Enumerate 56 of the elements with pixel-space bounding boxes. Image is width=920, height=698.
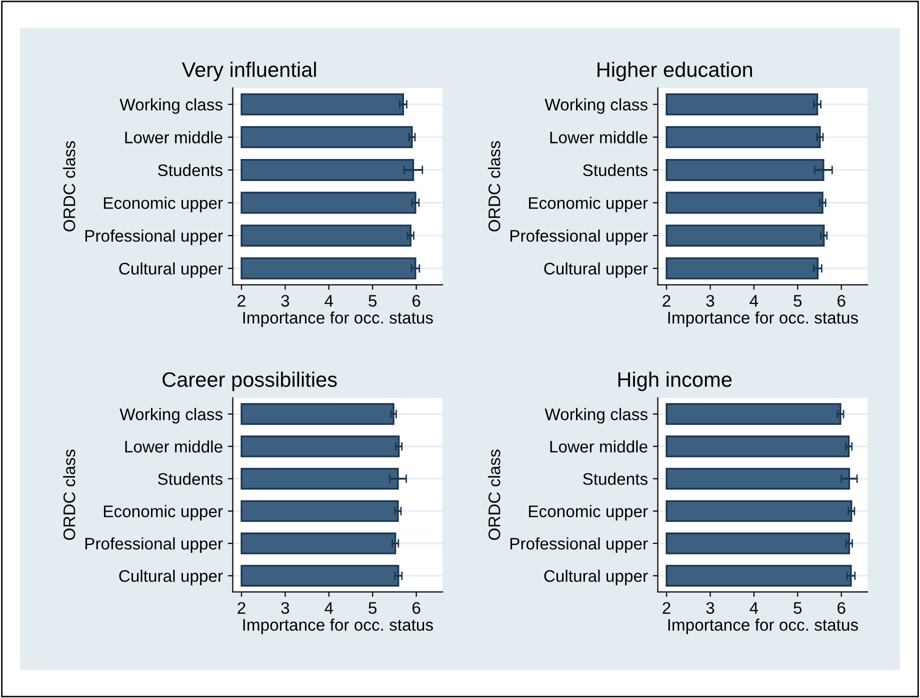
x-tick-label: 4 (324, 295, 334, 307)
x-axis-title: Importance for occ. status (243, 618, 433, 634)
x-tick-label: 5 (794, 295, 802, 307)
y-tick-label: Cultural upper (544, 262, 648, 278)
y-tick-label: Cultural upper (119, 262, 223, 278)
x-tick-label: 5 (368, 602, 377, 614)
y-tick-label: Cultural upper (119, 570, 223, 586)
y-tick-label: Economic upper (529, 505, 648, 521)
chart-title: High income (618, 372, 732, 392)
y-axis-title: ORDC class (488, 141, 500, 232)
y-tick-label: Working class (544, 98, 648, 114)
x-tick-label: 3 (706, 602, 714, 614)
x-tick-label: 5 (794, 602, 802, 614)
x-tick-label: 2 (662, 294, 670, 307)
x-axis-title: Importance for occ. status (668, 311, 858, 327)
chart-title: Higher education (598, 62, 752, 82)
x-tick-label: 2 (238, 294, 246, 307)
x-tick-label: 6 (412, 602, 420, 614)
y-tick-label: Lower middle (125, 131, 222, 144)
x-tick-label: 3 (706, 294, 714, 307)
y-tick-label: Economic upper (529, 196, 648, 212)
y-tick-label: Working class (120, 98, 222, 114)
y-axis-title: ORDC class (488, 450, 500, 540)
y-tick-label: Students (583, 472, 648, 485)
x-axis-title: Importance for occ. status (243, 311, 433, 327)
x-axis-title: Importance for occ. status (668, 618, 858, 634)
y-tick-label: Professional upper (510, 537, 648, 553)
y-tick-label: Working class (544, 408, 648, 424)
x-tick-label: 6 (838, 602, 846, 614)
x-tick-label: 2 (238, 602, 246, 614)
x-tick-label: 6 (412, 294, 420, 307)
y-tick-label: Economic upper (104, 505, 223, 521)
x-tick-label: 4 (750, 602, 758, 614)
y-tick-label: Lower middle (125, 440, 222, 453)
x-tick-label: 4 (324, 602, 334, 614)
x-tick-label: 2 (662, 602, 670, 614)
y-tick-label: Students (158, 472, 222, 485)
y-tick-label: Economic upper (104, 196, 223, 212)
y-tick-label: Professional upper (85, 537, 223, 553)
x-tick-label: 6 (838, 294, 846, 307)
y-axis-title: ORDC class (62, 141, 76, 232)
y-tick-label: Students (158, 164, 222, 176)
x-tick-label: 5 (368, 295, 377, 307)
y-tick-label: Professional upper (85, 230, 223, 246)
y-axis-title: ORDC class (62, 450, 76, 540)
x-tick-label: 3 (281, 294, 290, 307)
y-tick-label: Working class (120, 408, 222, 424)
x-tick-label: 3 (281, 602, 290, 614)
y-tick-label: Lower middle (550, 440, 648, 453)
y-tick-label: Cultural upper (544, 570, 648, 586)
chart-title: Very influential (182, 62, 316, 82)
y-tick-label: Lower middle (550, 131, 648, 144)
chart-title: Career possibilities (162, 372, 337, 392)
x-tick-label: 4 (750, 295, 758, 307)
y-tick-label: Students (583, 164, 648, 176)
y-tick-label: Professional upper (510, 230, 648, 246)
